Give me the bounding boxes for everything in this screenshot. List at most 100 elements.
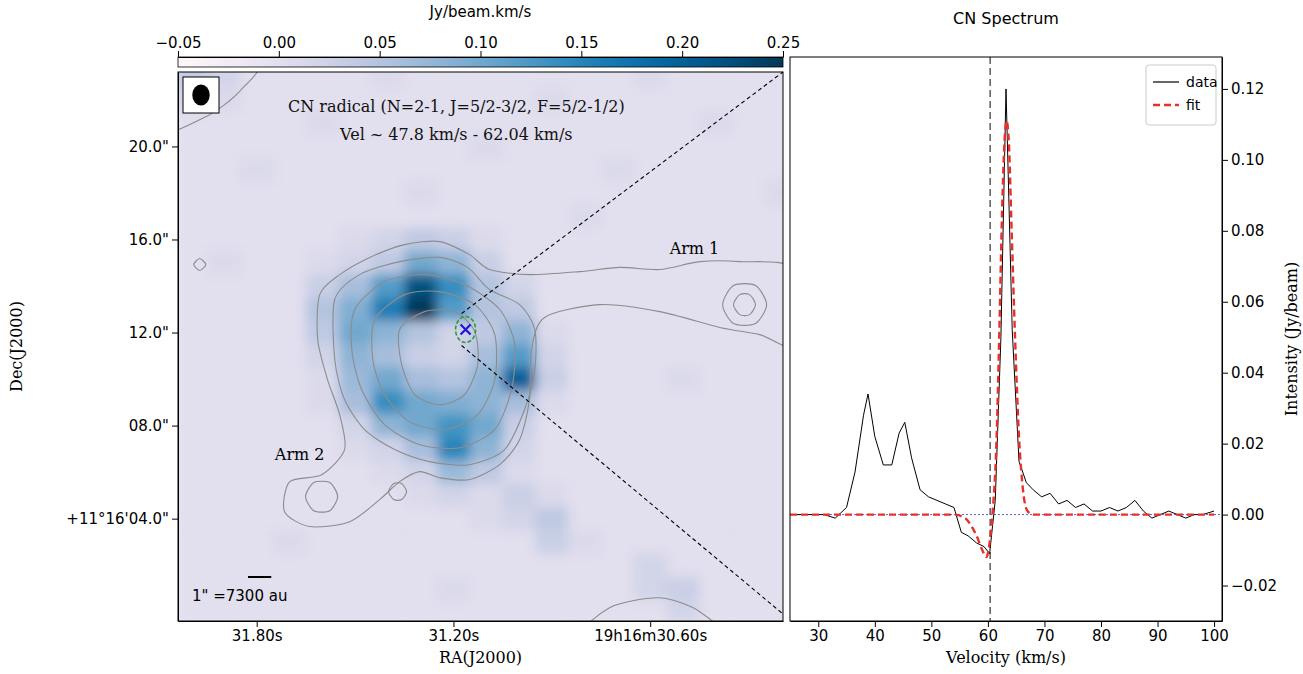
contours <box>178 72 783 621</box>
heatmap-cell <box>208 391 241 415</box>
heatmap-cell <box>634 228 667 252</box>
x-axis: 30405060708090100 <box>791 621 1229 645</box>
tick-label: −0.05 <box>156 34 202 52</box>
tick-mark <box>1222 302 1228 303</box>
heatmap-cell <box>339 205 372 229</box>
contour <box>733 294 755 316</box>
tick-label: 0.15 <box>565 34 598 52</box>
heatmap-cell <box>634 251 667 275</box>
heatmap-cell <box>699 507 732 531</box>
heatmap-cell <box>437 437 470 461</box>
heatmap-cell <box>273 414 306 438</box>
tick-label: 50 <box>922 627 941 645</box>
heatmap-cell <box>732 344 765 368</box>
tick: 0.15 <box>565 34 598 57</box>
heatmap-cell <box>601 460 634 484</box>
tick-mark <box>1222 89 1228 90</box>
heatmap-cell <box>568 367 601 391</box>
heatmap-cell <box>699 274 732 298</box>
heatmap-cell <box>601 321 634 345</box>
heatmap-cell <box>178 391 208 415</box>
heatmap-cell <box>601 414 634 438</box>
tick-label: 16.0" <box>129 231 169 249</box>
heatmap-cell <box>732 251 765 275</box>
heatmap-cell <box>273 251 306 275</box>
heatmap-cell <box>178 484 208 508</box>
tick-label: 30 <box>809 627 828 645</box>
heatmap-cell <box>178 298 208 322</box>
tick-label: 0.00 <box>263 34 296 52</box>
heatmap-cell <box>306 577 339 601</box>
heatmap-cell <box>732 554 765 578</box>
heatmap-cell <box>178 181 208 205</box>
heatmap-cell <box>601 205 634 229</box>
heatmap-cell <box>699 554 732 578</box>
heatmap-cell <box>568 321 601 345</box>
heatmap-cell <box>667 530 700 554</box>
heatmap-cell <box>699 530 732 554</box>
heatmap-cell <box>306 391 339 415</box>
tick-label: 80 <box>1092 627 1111 645</box>
heatmap-cell <box>470 484 503 508</box>
heatmap-cell <box>240 112 273 136</box>
heatmap-cell <box>339 298 372 322</box>
heatmap-cell <box>404 274 437 298</box>
heatmap-cell <box>404 181 437 205</box>
heatmap-cell <box>404 460 437 484</box>
heatmap-cell <box>667 391 700 415</box>
tick-label: 0.00 <box>1231 506 1264 524</box>
tick-mark <box>1222 586 1228 587</box>
heatmap-cell <box>732 228 765 252</box>
map-plot <box>178 72 783 621</box>
heatmap-cell <box>601 367 634 391</box>
heatmap-cell <box>503 530 536 554</box>
heatmap-cell <box>273 484 306 508</box>
map-background <box>178 72 783 621</box>
heatmap-cell <box>470 158 503 182</box>
heatmap-cell <box>371 600 404 621</box>
heatmap-cell <box>178 367 208 391</box>
heatmap-cell <box>371 437 404 461</box>
heatmap-cell <box>404 72 437 89</box>
tick: 19h16m30.60s <box>594 621 707 645</box>
y-axis-title: Intensity (Jy/beam) <box>1282 262 1301 416</box>
heatmap-cell <box>732 135 765 159</box>
beam <box>192 85 209 106</box>
heatmap-cell <box>765 298 783 322</box>
heatmap-cell <box>371 158 404 182</box>
contour <box>398 310 478 405</box>
heatmap-cell <box>437 321 470 345</box>
heatmap-cell <box>470 205 503 229</box>
heatmap-cell <box>601 344 634 368</box>
heatmap-cell <box>208 344 241 368</box>
series-line <box>790 89 1214 554</box>
heatmap-cell <box>273 344 306 368</box>
heatmap-cell <box>371 228 404 252</box>
heatmap-cell <box>470 577 503 601</box>
heatmap-cell <box>339 484 372 508</box>
tick-label: 0.10 <box>1231 151 1264 169</box>
heatmap-cell <box>568 414 601 438</box>
heatmap-cell <box>208 251 241 275</box>
spectrum-plot <box>790 57 1222 621</box>
heatmap-cell <box>732 72 765 89</box>
heatmap-cell <box>765 367 783 391</box>
heatmap-cell <box>732 484 765 508</box>
heatmap-cell <box>634 205 667 229</box>
axis-line <box>178 73 179 622</box>
source-ellipse <box>456 317 476 343</box>
legend: datafit <box>1146 65 1218 125</box>
heatmap-cell <box>240 414 273 438</box>
heatmap-cell <box>306 530 339 554</box>
tick-mark <box>172 146 178 147</box>
tick: 0.25 <box>767 34 800 57</box>
tick-label: 0.05 <box>363 34 396 52</box>
heatmap-cell <box>178 507 208 531</box>
heatmap-cell <box>371 530 404 554</box>
legend-swatch <box>1153 81 1179 82</box>
heatmap-cell <box>371 554 404 578</box>
tick: 0.05 <box>363 34 396 57</box>
axis-line <box>1222 58 1223 622</box>
heatmap-cell <box>699 437 732 461</box>
heatmap-cell <box>306 251 339 275</box>
